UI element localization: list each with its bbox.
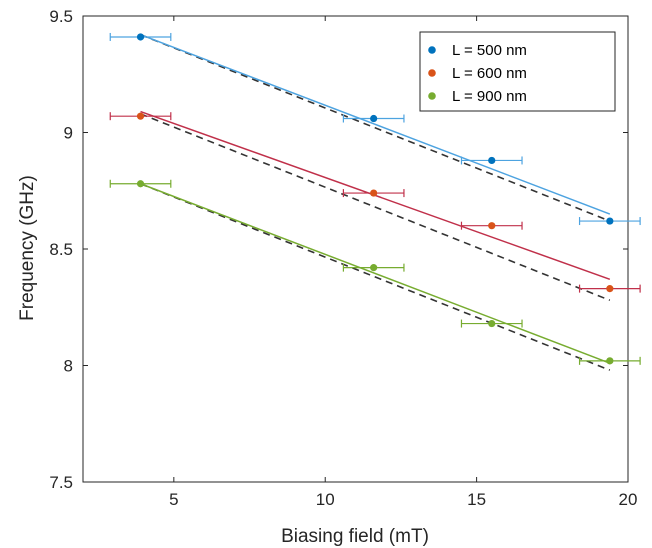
point-marker [370,115,377,122]
data-point [580,217,641,225]
y-tick-label: 9.5 [49,7,73,26]
data-point [461,156,522,164]
data-point [580,357,641,365]
point-marker [370,189,377,196]
fit-line [141,184,610,363]
y-tick-label: 8 [64,357,73,376]
point-marker [137,180,144,187]
data-point [110,33,171,41]
point-marker [137,33,144,40]
point-marker [370,264,377,271]
point-marker [488,320,495,327]
model-line [141,114,610,300]
data-point [110,180,171,188]
x-tick-label: 15 [467,490,486,509]
legend-label: L = 600 nm [452,65,527,82]
y-tick-label: 9 [64,124,73,143]
legend-label: L = 500 nm [452,42,527,59]
x-tick-label: 5 [169,490,178,509]
data-point [461,222,522,230]
x-tick-label: 10 [316,490,335,509]
legend-marker [428,92,436,100]
point-marker [137,113,144,120]
legend-label: L = 900 nm [452,88,527,105]
y-axis-title: Frequency (GHz) [17,175,38,321]
point-marker [488,222,495,229]
point-marker [606,285,613,292]
point-marker [606,217,613,224]
y-tick-label: 7.5 [49,473,73,492]
point-marker [488,157,495,164]
legend: L = 500 nm L = 600 nm L = 900 nm [420,32,615,111]
y-tick-label: 8.5 [49,240,73,259]
legend-marker [428,69,436,77]
data-point [343,189,404,197]
x-axis-title: Biasing field (mT) [281,526,429,547]
legend-marker [428,46,436,54]
model-line [141,184,610,370]
x-tick-label: 20 [619,490,638,509]
point-marker [606,357,613,364]
